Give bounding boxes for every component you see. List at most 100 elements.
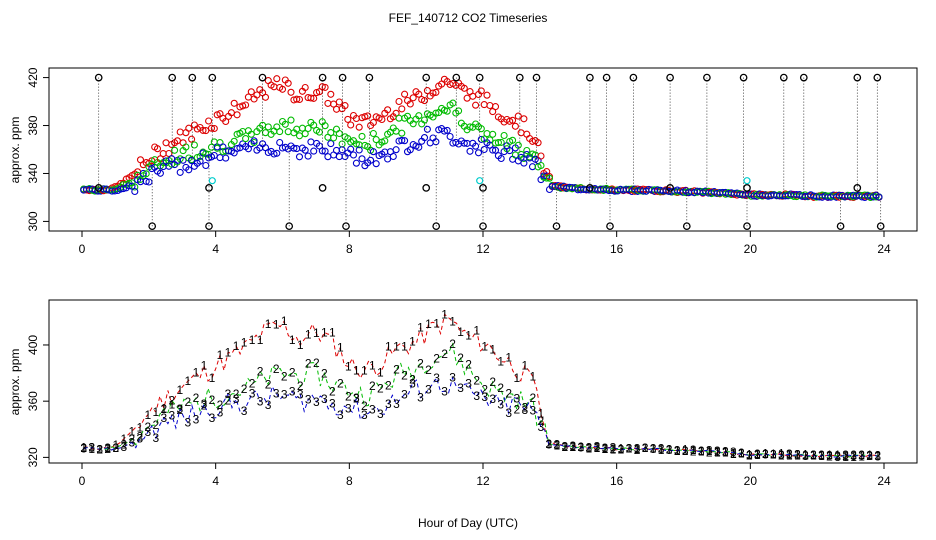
- bottom-series3-point: 3: [602, 441, 609, 455]
- bottom-series2-point: 2: [305, 356, 312, 370]
- bottom-series2-point: 2: [361, 399, 368, 413]
- top-series3-point: [489, 146, 497, 154]
- top-y-axis-label: approx. ppm: [8, 117, 22, 184]
- bottom-series1-point: 1: [345, 360, 352, 374]
- bottom-series3-point: 3: [818, 449, 825, 463]
- bottom-series2-point: 2: [698, 444, 705, 458]
- bottom-series1-point: 1: [369, 358, 376, 372]
- bottom-series1-point: 1: [337, 341, 344, 355]
- top-series3-point: [384, 155, 392, 163]
- bottom-series1-point: 1: [746, 447, 753, 461]
- top-series3-point: [310, 147, 318, 155]
- bottom-series2-point: 2: [570, 440, 577, 454]
- bottom-series1-point: 1: [265, 317, 272, 331]
- top-series3-point: [295, 153, 304, 161]
- top-series3-point: [142, 177, 150, 185]
- top-series1-point: [327, 90, 335, 98]
- top-series3-point: [389, 152, 397, 161]
- top-flag-point: [365, 73, 374, 82]
- bottom-series3-point: 3: [128, 436, 135, 450]
- top-flag-point: [743, 222, 751, 231]
- top-series3-point: [216, 154, 224, 162]
- top-flag-point: [475, 73, 484, 82]
- top-series1-point: [295, 95, 304, 104]
- top-series2-point: [455, 107, 463, 115]
- top-series2-point: [415, 112, 423, 120]
- bottom-series3-point: 3: [177, 402, 184, 416]
- bottom-series3-point: 3: [562, 440, 569, 454]
- top-series1-point: [361, 113, 369, 121]
- top-series1-point: [230, 99, 238, 107]
- bottom-series3-point: 3: [866, 449, 873, 463]
- top-flag-point: [743, 184, 751, 192]
- bottom-y-axis-label: approx. ppm: [8, 349, 22, 416]
- top-flag-point: [168, 73, 177, 82]
- bottom-series2-point: 2: [762, 447, 769, 461]
- top-series3-point: [156, 169, 164, 177]
- bottom-series2-point: 2: [112, 441, 119, 455]
- top-series1-point: [384, 106, 392, 114]
- top-flag-point: [779, 73, 788, 82]
- bottom-series2-point: 2: [521, 401, 528, 415]
- top-flag-point: [205, 222, 213, 231]
- top-x-tick-label: 24: [877, 242, 891, 256]
- bottom-series1-point: 1: [754, 448, 761, 462]
- top-series2-point: [276, 128, 284, 136]
- top-series1-point: [429, 89, 437, 97]
- top-flag-point: [739, 73, 748, 82]
- bottom-series1-point: 1: [834, 448, 841, 462]
- top-series1-point: [378, 115, 386, 124]
- bottom-series3-point: 3: [586, 441, 593, 455]
- bottom-series2-point: 2: [345, 389, 352, 403]
- bottom-series2-point: 2: [666, 442, 673, 456]
- bottom-series1-point: 1: [481, 340, 488, 354]
- bottom-series3-point: 3: [457, 381, 464, 395]
- top-series3-point: [446, 132, 454, 141]
- bottom-series2-point: 2: [730, 447, 737, 461]
- bottom-series3-point: 3: [666, 443, 673, 457]
- bottom-x-tick-label: 12: [476, 474, 490, 488]
- bottom-series3-point: 3: [521, 403, 528, 417]
- top-series3-point: [509, 155, 517, 163]
- bottom-series2-point: 2: [433, 352, 440, 366]
- top-series2-point: [295, 132, 304, 140]
- bottom-series2-point: 2: [690, 445, 697, 459]
- bottom-series1-point: 1: [433, 316, 440, 330]
- bottom-series3-point: 3: [385, 397, 392, 411]
- bottom-series1-point: 1: [682, 443, 689, 457]
- top-flag-point: [208, 73, 217, 82]
- bottom-series1-point: 1: [786, 449, 793, 463]
- top-series3-point: [202, 161, 210, 170]
- top-series1-point: [332, 105, 341, 113]
- bottom-y-tick-label: 400: [26, 335, 40, 355]
- bottom-series3-point: 3: [401, 388, 408, 402]
- top-flag-point: [479, 184, 487, 192]
- bottom-series3-point: 3: [281, 388, 288, 402]
- bottom-series2-point: 2: [321, 366, 328, 380]
- top-series2-point: [287, 116, 295, 124]
- top-series1-point: [415, 90, 423, 98]
- top-series1-point: [420, 97, 429, 105]
- bottom-series2-point: 2: [417, 356, 424, 370]
- bottom-series1-point: 1: [489, 342, 496, 356]
- top-y-tick-label: 420: [26, 67, 40, 87]
- bottom-series3-point: 3: [658, 442, 665, 456]
- top-series1-point: [395, 97, 403, 106]
- top-series2-point: [449, 99, 457, 107]
- bottom-series3-point: 3: [209, 411, 216, 425]
- bottom-series3-point: 3: [545, 437, 552, 451]
- top-series1-point: [511, 122, 519, 130]
- top-series3-point: [474, 149, 483, 157]
- top-series3-point: [307, 138, 315, 146]
- top-series1-point: [477, 87, 485, 95]
- bottom-series3-point: 3: [217, 405, 224, 419]
- bottom-series3-point: 3: [770, 447, 777, 461]
- top-x-axis: 0 4 8 12 16 20 24: [79, 231, 891, 256]
- top-series2-point: [242, 135, 250, 143]
- top-series1-point: [278, 85, 287, 93]
- top-series3-point: [332, 146, 341, 154]
- top-series1-point: [205, 117, 213, 125]
- top-series3-point: [347, 145, 355, 153]
- bottom-series1-point: 1: [393, 339, 400, 353]
- top-series1-point: [185, 124, 193, 132]
